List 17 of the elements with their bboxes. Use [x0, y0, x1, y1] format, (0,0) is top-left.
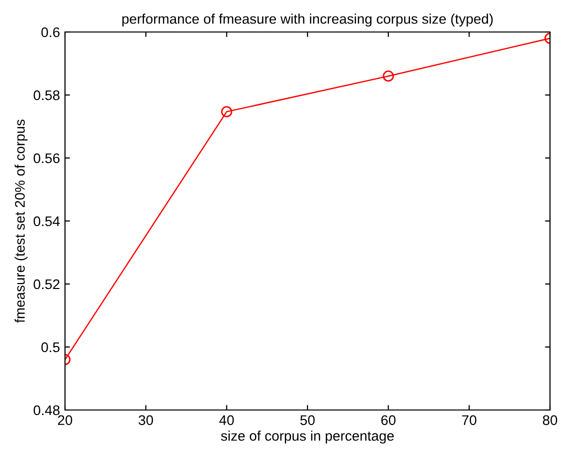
y-tick-label: 0.5 — [41, 342, 60, 352]
y-tick-label: 0.58 — [34, 90, 60, 100]
x-tick-label: 60 — [381, 415, 396, 426]
y-tick-label: 0.6 — [41, 27, 60, 38]
y-tick-label: 0.52 — [34, 279, 60, 290]
x-tick-label: 30 — [138, 415, 154, 426]
chart-title: performance of fmeasure with increasing corpus size (typed) — [122, 14, 493, 27]
y-tick-label: 0.56 — [34, 153, 60, 164]
x-tick-label: 80 — [542, 415, 558, 426]
y-tick-label: 0.48 — [34, 405, 60, 416]
x-tick-label: 50 — [300, 415, 315, 426]
x-axis-title: size of corpus in percentage — [221, 430, 394, 444]
x-tick-label: 40 — [219, 415, 234, 426]
x-tick-label: 20 — [58, 415, 72, 426]
y-axis-title: fmeasure (test set 20% of corpus — [14, 120, 28, 323]
x-tick-label: 70 — [462, 415, 476, 426]
y-tick-label: 0.54 — [34, 216, 60, 226]
